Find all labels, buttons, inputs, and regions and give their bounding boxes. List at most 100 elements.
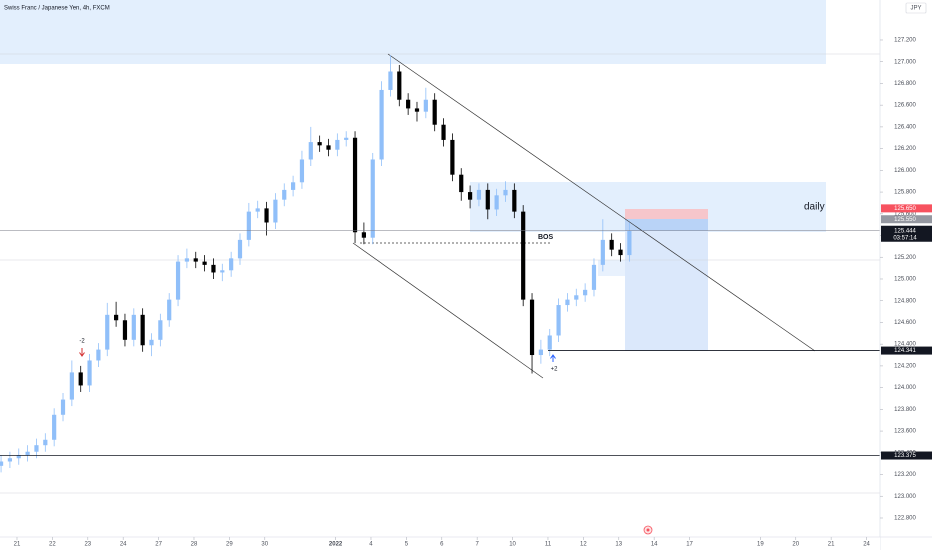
- candle-body: [538, 349, 543, 356]
- price-label: 125.444: [894, 228, 916, 234]
- candle-body: [87, 360, 92, 386]
- candle-body: [326, 145, 331, 150]
- candle-body: [459, 174, 464, 193]
- candle-body: [131, 314, 136, 340]
- x-tick-label: 12: [580, 542, 587, 548]
- y-tick-label: 124.000: [894, 385, 916, 391]
- candle-body: [423, 99, 428, 112]
- x-tick-label: 6: [440, 542, 444, 548]
- x-tick-label: 10: [509, 542, 516, 548]
- y-tick-label: 126.400: [894, 124, 916, 130]
- candle-body: [149, 339, 154, 346]
- y-tick-label: 123.600: [894, 429, 916, 435]
- candle-body: [352, 137, 358, 233]
- y-tick-label: 125.000: [894, 277, 916, 283]
- candle-body: [16, 454, 21, 459]
- stop-box: [625, 209, 708, 219]
- bos-label: BOS: [538, 234, 554, 241]
- candle-body: [335, 139, 340, 150]
- x-tick-label: 24: [120, 542, 127, 548]
- candle-body: [379, 89, 384, 160]
- candle-body: [600, 239, 605, 265]
- currency-box[interactable]: [905, 2, 927, 14]
- supply-zone: [0, 0, 826, 64]
- levels: [0, 230, 880, 456]
- x-tick-label: 20: [792, 542, 799, 548]
- x-tick-label: 13: [615, 542, 622, 548]
- y-tick-label: 127.200: [894, 38, 916, 44]
- candle-body: [308, 142, 313, 160]
- x-tick-label: 23: [84, 542, 91, 548]
- candle-body: [618, 249, 623, 256]
- candle-body: [114, 314, 119, 321]
- candle-body: [7, 458, 13, 462]
- candle-body: [52, 414, 57, 440]
- x-tick-label: 5: [405, 542, 409, 548]
- y-tick-label: 126.000: [894, 168, 916, 174]
- candle-body: [521, 211, 526, 300]
- x-tick-label: 7: [475, 542, 479, 548]
- candle-body: [556, 305, 561, 336]
- candle-body: [175, 261, 181, 300]
- x-tick-label: 11: [545, 542, 552, 548]
- candle-body: [202, 261, 207, 265]
- candle-body: [361, 232, 366, 238]
- candle-body: [25, 451, 30, 455]
- signal-label: +2: [551, 367, 559, 373]
- axis: 122.800123.000123.200123.400123.600123.8…: [14, 38, 932, 548]
- y-tick-label: 126.600: [894, 103, 916, 109]
- y-tick-label: 124.400: [894, 342, 916, 348]
- candle-body: [414, 108, 420, 112]
- candle-body: [529, 299, 535, 356]
- candle-body: [34, 445, 39, 452]
- candle-body: [467, 192, 473, 200]
- trendline: [352, 242, 544, 379]
- candle-body: [503, 189, 508, 196]
- candles: [0, 55, 632, 473]
- candle-body: [140, 314, 145, 346]
- x-tick-label: 17: [686, 542, 693, 548]
- buy-arrow: [550, 354, 556, 362]
- candle-body: [512, 189, 517, 212]
- candle-body: [273, 199, 278, 223]
- entry-box: [625, 219, 708, 231]
- candle-body: [317, 142, 322, 146]
- candle-body: [220, 270, 225, 273]
- candle-body: [370, 159, 375, 238]
- price-label-box: [881, 346, 932, 355]
- candle-body: [494, 195, 499, 210]
- candle-body: [60, 399, 66, 415]
- price-label-box: [881, 204, 932, 213]
- price-label-box: [881, 215, 932, 224]
- price-label: 125.550: [894, 217, 916, 223]
- candle-body: [432, 99, 437, 125]
- countdown: 03:57:14: [893, 235, 917, 241]
- x-tick-label: 27: [155, 542, 162, 548]
- x-tick-label: 29: [226, 542, 233, 548]
- candle-body: [43, 439, 48, 446]
- candle-body: [78, 372, 83, 386]
- zone-label: daily: [804, 202, 825, 213]
- currency: JPY: [910, 6, 921, 12]
- y-tick-label: 123.800: [894, 407, 916, 413]
- sell-arrow: [79, 348, 85, 357]
- candle-body: [122, 320, 128, 340]
- x-tick-label: 21: [828, 542, 835, 548]
- candle-body: [96, 349, 101, 361]
- candle-body: [211, 264, 216, 273]
- candle-body: [264, 208, 269, 223]
- candle-body: [397, 71, 402, 100]
- candle-body: [476, 189, 482, 200]
- trendline: [387, 53, 816, 352]
- x-tick-label: 22: [49, 542, 56, 548]
- x-tick-label: 2022: [329, 542, 343, 548]
- x-tick-label: 28: [191, 542, 198, 548]
- price-label-box: [881, 451, 932, 460]
- chart-title: Swiss Franc / Japanese Yen, 4h, FXCM: [4, 6, 110, 12]
- candle-body: [167, 299, 172, 321]
- candle-body: [255, 208, 260, 212]
- signal-label: -2: [79, 339, 85, 345]
- candle-body: [450, 139, 455, 175]
- candle-body: [184, 258, 190, 262]
